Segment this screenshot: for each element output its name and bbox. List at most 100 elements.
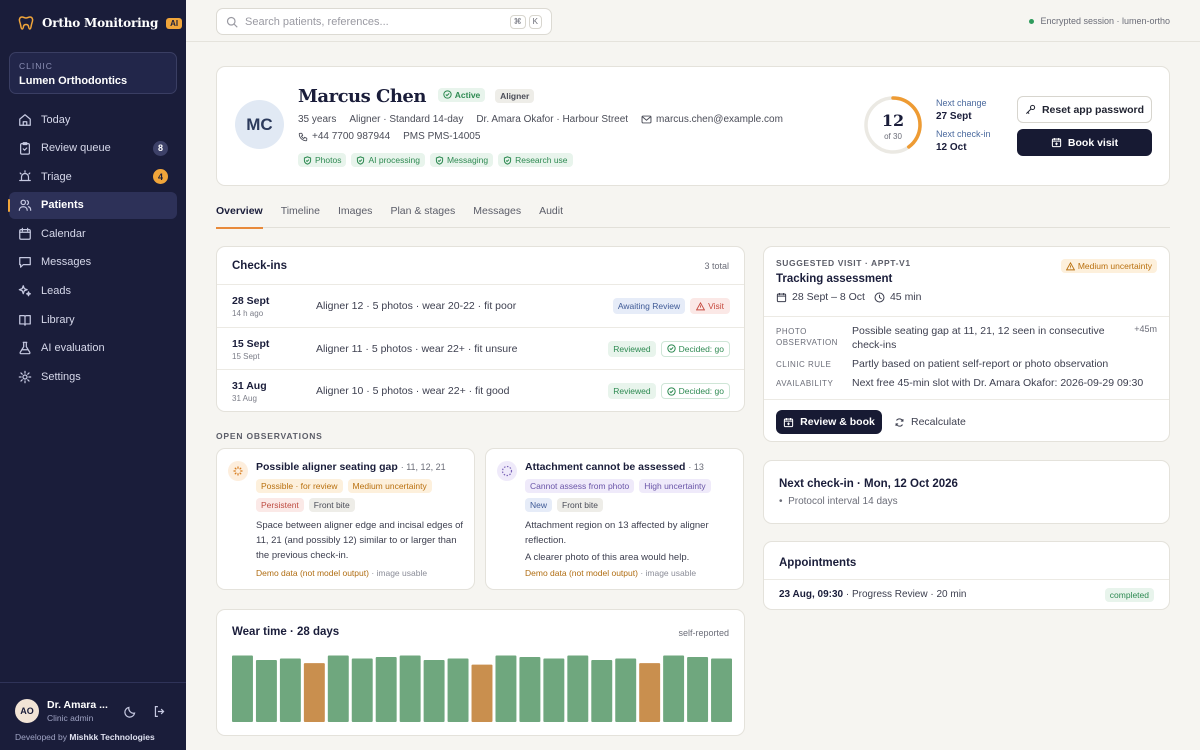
review-book-button[interactable]: Review & book [776, 410, 882, 434]
sidebar-item-settings[interactable]: Settings [9, 363, 177, 390]
wear-bar[interactable] [567, 655, 589, 722]
wear-bar[interactable] [447, 658, 469, 722]
users-icon [18, 198, 32, 212]
moon-icon[interactable] [124, 705, 137, 718]
sidebar-item-today[interactable]: Today [9, 106, 177, 133]
observation-footnote: Demo data (not model output) · image usa… [256, 568, 428, 578]
sidebar-item-leads[interactable]: Leads [9, 278, 177, 305]
session-status: Encrypted session · lumen-ortho [1029, 16, 1170, 26]
observation-tags: Possible · for review Medium uncertainty [256, 479, 432, 493]
sidebar-item-label: AI evaluation [41, 342, 105, 355]
check-circle-icon [666, 344, 676, 353]
search-box[interactable]: Search patients, references... ⌘ K [216, 8, 552, 35]
patient-tabs: Overview Timeline Images Plan & stages Messa… [216, 204, 1170, 229]
observation-card[interactable]: Attachment cannot be assessed · 13 Canno… [485, 448, 744, 590]
sidebar-item-calendar[interactable]: Calendar [9, 220, 177, 247]
next-checkin-value: 12 Oct [936, 142, 967, 153]
wear-bar[interactable] [615, 658, 637, 722]
checkin-row[interactable]: 28 Sept 14 h ago Aligner 12 · 5 photos ·… [217, 285, 744, 328]
user-profile[interactable]: AO Dr. Amara ... Clinic admin [15, 699, 108, 723]
sidebar-item-label: Today [41, 113, 71, 126]
wear-bar[interactable] [351, 658, 373, 722]
wear-bar[interactable] [711, 658, 732, 722]
checkin-row[interactable]: 31 Aug 31 Aug Aligner 10 · 5 photos · we… [217, 370, 744, 413]
wear-bar[interactable] [663, 655, 685, 722]
message-icon [18, 255, 32, 269]
wear-bar[interactable] [519, 657, 541, 722]
wear-time-chart [232, 655, 732, 722]
sidebar-item-ai-evaluation[interactable]: AI evaluation [9, 335, 177, 362]
rule-value: Partly based on patient self-report or p… [852, 358, 1109, 370]
observation-tag: Cannot assess from photo [525, 479, 635, 493]
wear-bar[interactable] [471, 664, 493, 722]
patient-email[interactable]: marcus.chen@example.com [641, 114, 783, 125]
tab-plan-stages[interactable]: Plan & stages [390, 205, 456, 217]
patient-name: Marcus Chen Active Aligner [298, 86, 535, 107]
suggested-duration: 45 min [874, 291, 921, 303]
sidebar-item-messages[interactable]: Messages [9, 249, 177, 276]
wear-bar[interactable] [399, 655, 421, 722]
logout-icon[interactable] [153, 705, 166, 718]
observation-tags: New Front bite [525, 498, 603, 512]
checkins-title: Check-ins [232, 259, 287, 272]
clinic-switcher[interactable]: CLINIC Lumen Orthodontics [9, 52, 177, 94]
check-circle-icon [666, 387, 676, 396]
tab-messages[interactable]: Messages [473, 205, 522, 217]
observation-tag: New [525, 498, 553, 512]
patient-info: 35 years Aligner · Standard 14-day Dr. A… [298, 114, 783, 125]
book-icon [18, 313, 32, 327]
sidebar-item-triage[interactable]: Triage 4 [9, 163, 177, 190]
decision-badge: Decided: go [660, 383, 730, 400]
sidebar-item-library[interactable]: Library [9, 306, 177, 333]
wear-bar[interactable] [232, 655, 253, 722]
tab-audit[interactable]: Audit [539, 205, 564, 217]
book-visit-button[interactable]: Book visit [1017, 129, 1152, 156]
checkin-row[interactable]: 15 Sept 15 Sept Aligner 11 · 5 photos · … [217, 328, 744, 371]
divider [764, 316, 1169, 317]
recalculate-button[interactable]: Recalculate [894, 410, 966, 434]
checkin-date: 31 Aug [232, 380, 267, 393]
patient-phone[interactable]: +44 7700 987944 [298, 131, 390, 142]
wear-bar[interactable] [687, 657, 709, 722]
search-input[interactable]: Search patients, references... [245, 15, 389, 28]
sidebar-nav: Today Review queue 8 Triage 4 Patients Calenda… [8, 106, 177, 392]
wear-bar[interactable] [543, 658, 565, 722]
sidebar-item-patients[interactable]: Patients [8, 191, 177, 219]
tab-overview[interactable]: Overview [216, 204, 263, 229]
appointments-title: Appointments [779, 557, 857, 569]
patient-pms: PMS PMS-14005 [403, 131, 481, 142]
wear-bar[interactable] [591, 660, 613, 722]
wear-bar[interactable] [639, 663, 661, 722]
wear-bar[interactable] [279, 658, 301, 722]
consent-badge: Messaging [429, 153, 494, 167]
aligner-current: 12 [881, 111, 905, 130]
wear-bar[interactable] [423, 660, 445, 722]
wear-bar[interactable] [303, 663, 325, 722]
calendar-icon [18, 227, 32, 241]
brand[interactable]: Ortho Monitoring AI [18, 15, 183, 31]
kbd-k: K [528, 14, 542, 29]
next-checkin-card: Next check-in · Mon, 12 Oct 2026 • Proto… [763, 460, 1170, 524]
nav-count-badge: 8 [153, 140, 168, 156]
wear-bar[interactable] [375, 657, 397, 722]
tab-images[interactable]: Images [338, 205, 373, 217]
observation-card[interactable]: Possible aligner seating gap · 11, 12, 2… [216, 448, 475, 590]
sidebar-item-label: Settings [41, 370, 81, 383]
consent-badges: Photos AI processing Messaging Research use [298, 153, 573, 167]
suggested-dates: 28 Sept – 8 Oct [776, 291, 865, 303]
sidebar-item-review-queue[interactable]: Review queue 8 [9, 135, 177, 162]
wear-bar[interactable] [495, 655, 517, 722]
ai-badge: AI [166, 17, 183, 29]
appointment-row[interactable]: 23 Aug, 09:30 · Progress Review · 20 min [779, 589, 966, 600]
checkin-desc: Aligner 12 · 5 photos · wear 20-22 · fit… [316, 300, 517, 312]
suggested-label: SUGGESTED VISIT · APPT-V1 [776, 258, 911, 268]
wear-bar[interactable] [327, 655, 349, 722]
wear-bar[interactable] [255, 660, 277, 722]
reset-password-button[interactable]: Reset app password [1017, 96, 1152, 123]
sidebar-footer: AO Dr. Amara ... Clinic admin Developed … [0, 682, 186, 742]
tab-timeline[interactable]: Timeline [280, 205, 320, 217]
checkin-subdate: 15 Sept [232, 351, 260, 361]
check-shield-icon [443, 90, 452, 99]
review-status-badge: Reviewed [608, 340, 656, 357]
developed-by: Developed by Mishkk Technologies [15, 732, 155, 742]
